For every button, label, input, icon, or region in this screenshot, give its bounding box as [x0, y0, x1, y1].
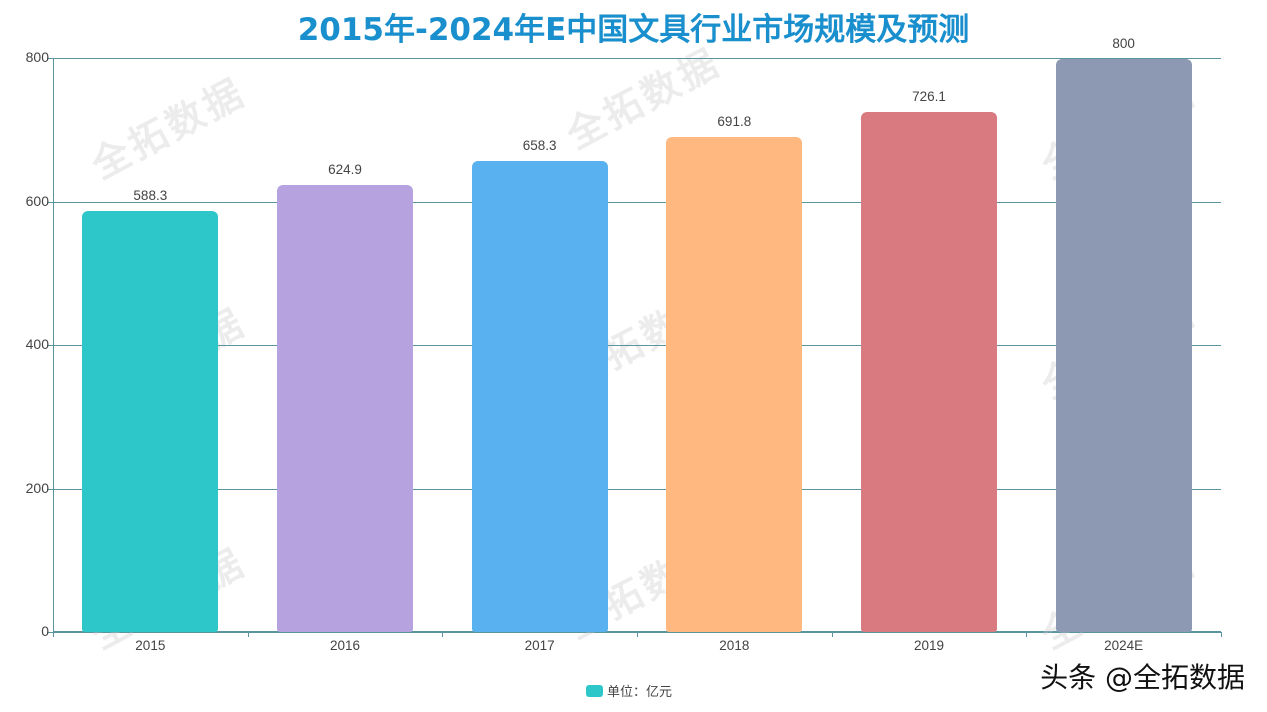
x-tick — [248, 632, 249, 637]
bar-2024E[interactable] — [1055, 59, 1192, 632]
y-tick — [47, 488, 53, 490]
x-tick — [1026, 632, 1027, 637]
y-tick-label: 600 — [25, 192, 49, 209]
y-tick-label: 0 — [41, 623, 49, 639]
x-tick-label: 2017 — [524, 638, 555, 653]
x-tick-label: 2018 — [719, 638, 750, 653]
x-tick-label: 2019 — [913, 638, 945, 653]
plot-area: 全拓数据全拓数据全拓数据全拓数据全拓数据全拓数据全拓数据全拓数据全拓数据0200… — [26, 36, 1222, 657]
bar-value-label: 624.9 — [328, 161, 362, 177]
x-tick — [1221, 632, 1222, 637]
y-tick-label: 800 — [25, 49, 49, 65]
gridline — [53, 488, 1221, 490]
y-tick-label: 200 — [25, 479, 49, 496]
x-tick — [442, 632, 443, 637]
bar-2015[interactable] — [82, 210, 219, 632]
gridline — [53, 58, 1221, 59]
gridline — [53, 345, 1221, 346]
source-credit: 头条 @全拓数据 — [1040, 661, 1245, 694]
y-tick — [47, 201, 53, 203]
gridline — [53, 201, 1221, 203]
y-tick — [47, 632, 53, 633]
bar-2017[interactable] — [471, 160, 608, 632]
x-tick-label: 2024E — [1104, 638, 1144, 653]
x-tick — [637, 632, 638, 637]
x-tick — [53, 632, 54, 637]
y-tick-label: 400 — [25, 336, 49, 352]
bar-2018[interactable] — [666, 136, 803, 632]
chart-title: 2015年-2024年E中国文具行业市场规模及预测 — [297, 12, 970, 48]
bar-value-label: 691.8 — [717, 113, 752, 129]
y-tick — [47, 58, 53, 59]
bar-2016[interactable] — [277, 184, 413, 632]
legend-label: 单位：亿元 — [607, 685, 673, 700]
watermark: 全拓数据 — [84, 69, 254, 188]
x-tick — [832, 632, 833, 637]
x-tick-label: 2016 — [329, 638, 361, 653]
bar-value-label: 726.1 — [912, 89, 946, 105]
x-tick-label: 2015 — [135, 638, 166, 653]
legend[interactable]: 单位：亿元 — [586, 681, 672, 700]
x-axis-line — [53, 631, 1221, 633]
bar-value-label: 800 — [1112, 36, 1135, 51]
bar-value-label: 588.3 — [133, 187, 168, 203]
bar-value-label: 658.3 — [522, 137, 557, 153]
legend-swatch — [586, 684, 603, 697]
y-tick — [47, 345, 53, 346]
bar-2019[interactable] — [861, 112, 997, 632]
